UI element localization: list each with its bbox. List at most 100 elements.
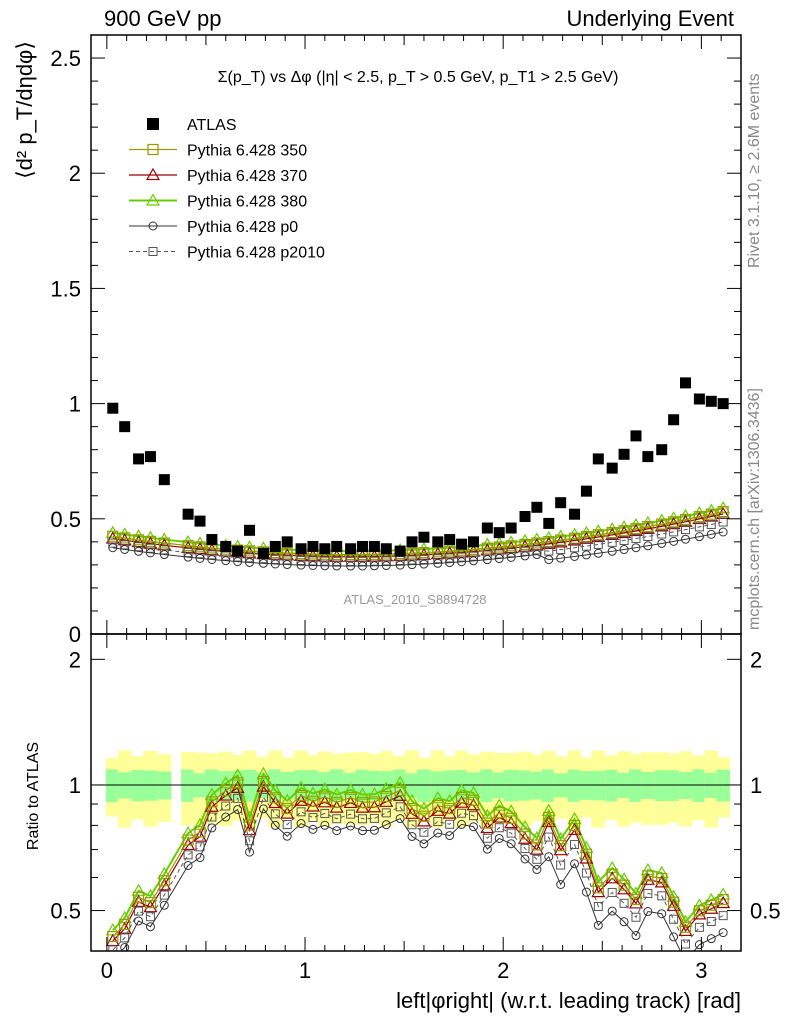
ratio-point-p2010 (520, 844, 530, 854)
atlas-data-point (456, 538, 468, 550)
ratio-point-p350 (618, 879, 630, 891)
model-point-p0 (221, 556, 231, 566)
atlas-data-point (144, 451, 156, 463)
ratio-point-p2010 (207, 812, 217, 822)
ratio-point-p380 (416, 801, 431, 814)
model-point-p350 (531, 537, 543, 549)
model-point-p0 (258, 558, 268, 568)
model-point-p350 (182, 540, 194, 552)
uncertainty-band-inner (541, 769, 556, 802)
model-point-p370 (181, 540, 196, 554)
model-point-p370 (541, 536, 556, 549)
atlas-data-point (107, 402, 119, 414)
model-point-p2010 (607, 537, 617, 547)
ratio-point-p0 (120, 943, 130, 951)
ratio-point-p0 (657, 909, 667, 919)
model-point-p0 (296, 560, 306, 570)
model-point-p2010 (381, 556, 391, 566)
ratio-point-p2010 (395, 802, 405, 812)
model-point-p370 (591, 529, 606, 543)
model-point-p2010 (357, 556, 367, 566)
legend-label-p350: Pythia 6.428 350 (187, 143, 307, 160)
atlas-data-point (580, 485, 592, 497)
atlas-data-point (630, 430, 642, 442)
model-point-p370 (105, 531, 120, 544)
model-point-p2010 (669, 527, 679, 537)
atlas-data-point (642, 451, 654, 463)
ratio-point-p350 (295, 789, 307, 802)
model-point-p380 (704, 503, 719, 516)
model-point-p2010 (270, 554, 280, 564)
ratio-point-p2010 (694, 922, 704, 932)
model-point-p380 (157, 532, 172, 545)
analysis-watermark: ATLAS_2010_S8894728 (344, 592, 487, 607)
ratio-point-p370 (553, 842, 568, 856)
ratio-point-p370 (204, 799, 219, 812)
model-point-p0 (706, 529, 716, 539)
ratio-point-p0 (682, 958, 690, 966)
ratio-point-p370 (517, 831, 533, 844)
model-point-p2010 (369, 556, 379, 566)
header-left: 900 GeV pp (104, 6, 222, 31)
ratio-y-tick-label: 0.5 (50, 899, 81, 924)
ratio-point-p370 (454, 795, 469, 808)
ratio-point-p2010 (108, 945, 118, 951)
model-point-p350 (281, 547, 293, 559)
uncertainty-band-inner (280, 771, 295, 799)
model-point-p2010 (308, 556, 318, 566)
ratio-point-p380 (317, 782, 332, 795)
ratio-point-p0 (506, 839, 516, 849)
model-point-p350 (107, 530, 119, 542)
ratio-point-p350 (444, 802, 456, 815)
uncertainty-band-inner (518, 770, 532, 801)
legend-marker-p370 (145, 167, 161, 181)
model-point-p2010 (445, 553, 455, 563)
model-point-p370 (617, 525, 632, 539)
atlas-data-point (158, 474, 170, 486)
atlas-data-point (281, 536, 293, 548)
model-point-p2010 (145, 543, 155, 553)
model-point-p0 (195, 553, 205, 563)
ratio-point-p370 (716, 895, 731, 909)
ratio-point-p2010 (145, 912, 155, 922)
model-point-p0 (332, 561, 342, 571)
ratio-point-p0 (296, 819, 306, 829)
ratio-point-p2010 (669, 914, 679, 924)
model-point-p380 (617, 520, 632, 533)
uncertainty-band-inner (678, 771, 693, 799)
uncertainty-band-inner (131, 769, 146, 802)
model-point-p380 (640, 515, 655, 529)
model-point-p350 (555, 534, 567, 546)
ratio-point-p380 (393, 775, 408, 789)
ratio-point-p350 (281, 802, 293, 814)
legend-label-p2010: Pythia 6.428 p2010 (187, 245, 325, 262)
model-point-p2010 (520, 546, 530, 556)
model-point-p350 (606, 527, 618, 539)
uncertainty-band-inner (567, 769, 582, 802)
model-point-p370 (305, 549, 320, 562)
model-point-p350 (243, 545, 256, 557)
atlas-data-point (656, 444, 668, 456)
atlas-data-point (182, 508, 194, 520)
atlas-data-point (307, 540, 319, 552)
model-point-p380 (654, 513, 669, 526)
ratio-point-p380 (181, 825, 196, 839)
ratio-point-p370 (628, 896, 644, 909)
ratio-point-p350 (194, 826, 206, 838)
y-tick-label: 1 (69, 392, 81, 417)
model-point-p350 (144, 535, 157, 547)
ratio-y-axis-label: Ratio to ATLAS (25, 742, 42, 850)
ratio-point-p0 (520, 854, 530, 864)
uncertainty-band-inner (181, 769, 196, 802)
y-tick-label-zero: 0 (69, 622, 81, 647)
ratio-point-p0 (357, 826, 367, 836)
atlas-data-point (592, 453, 604, 465)
uncertainty-band-inner (504, 769, 519, 802)
model-point-p0 (556, 553, 566, 563)
ratio-point-p370 (640, 872, 655, 885)
model-point-p380 (567, 527, 582, 540)
atlas-data-point (531, 501, 543, 513)
ratio-point-p0 (159, 900, 169, 910)
model-point-p2010 (482, 550, 492, 560)
atlas-data-point (380, 543, 392, 555)
